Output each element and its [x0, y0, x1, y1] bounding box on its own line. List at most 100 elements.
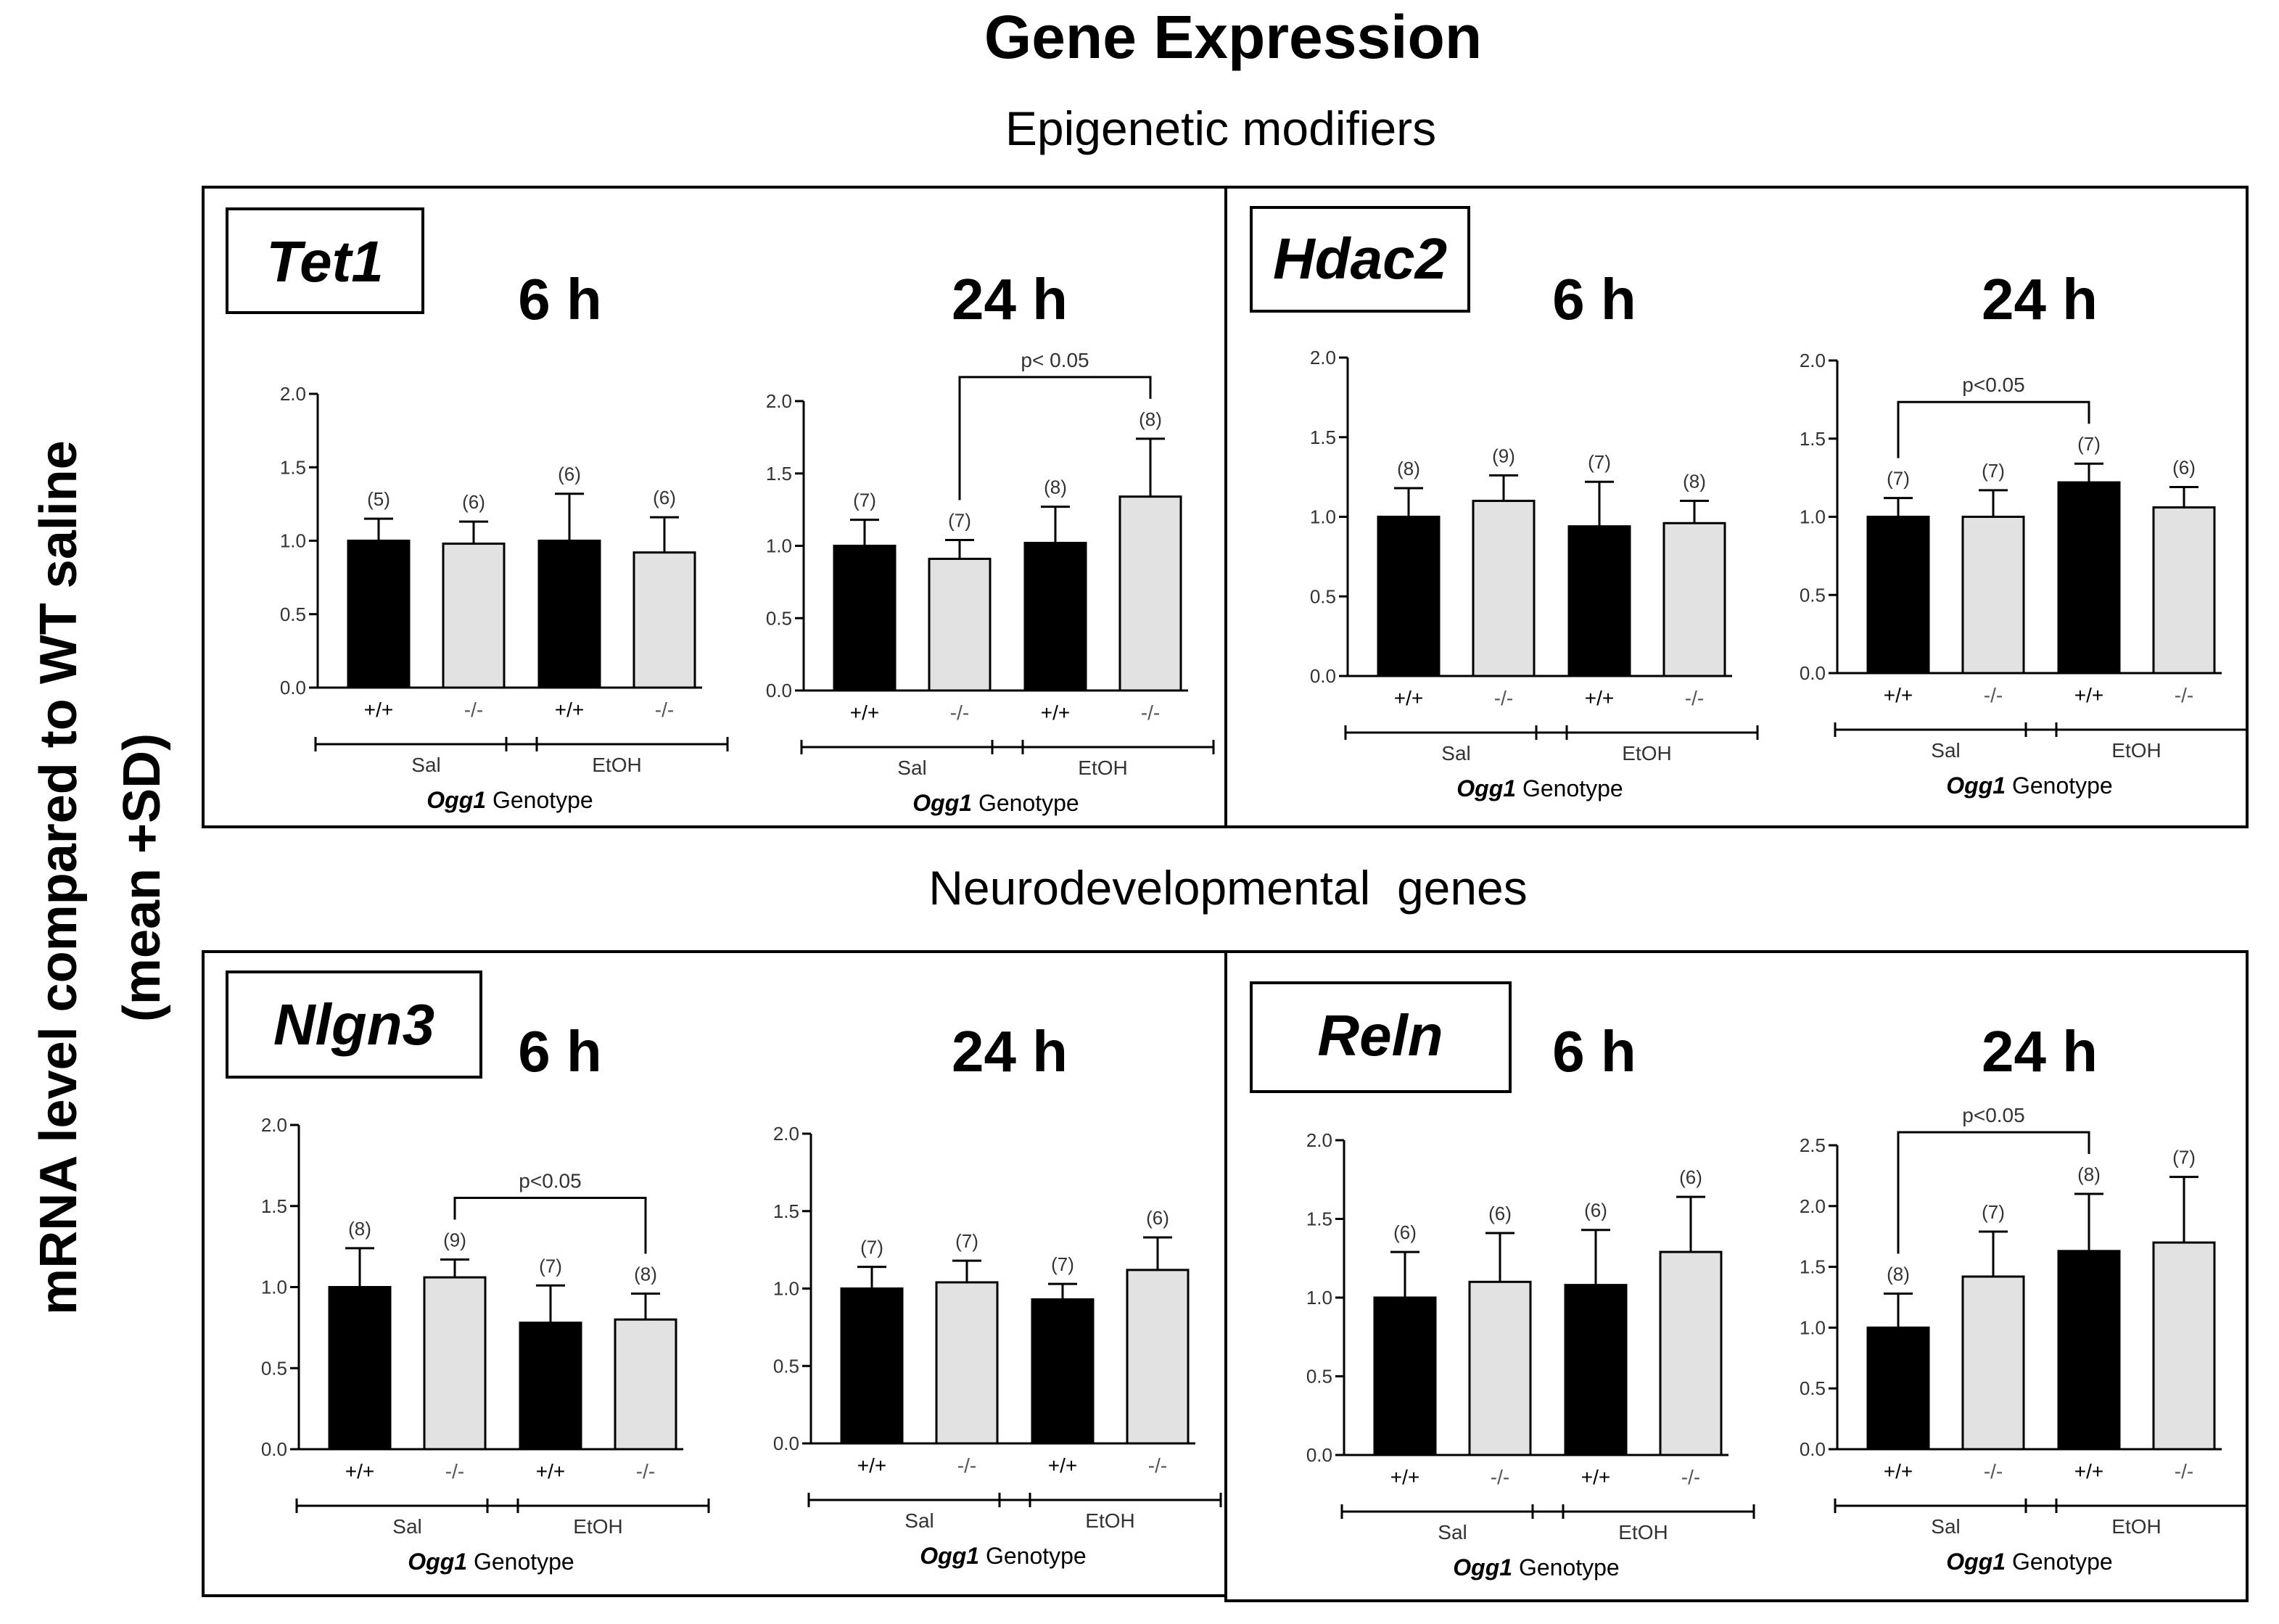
category-label: -/-: [2175, 684, 2193, 706]
gene-box-nlgn3: [226, 970, 482, 1079]
x-axis-label-gene: Ogg1: [1453, 1554, 1512, 1580]
y-tick-label: 1.0: [766, 535, 792, 557]
chart-nlgn3-24h: 24 h 0.0 0.5 1.0 1.5 2.0 (7) +/+ (7) -/- (7) +/+ (6)…: [773, 1019, 1222, 1569]
significance-bracket: [1897, 400, 2090, 458]
y-tick-label: 0.0: [1800, 662, 1826, 684]
y-tick-label: 1.5: [1800, 428, 1826, 450]
x-axis-label-gene: Ogg1: [1946, 772, 2006, 799]
n-label: (6): [558, 463, 581, 485]
bar: [1126, 1269, 1190, 1445]
y-tick-label: 0.5: [773, 1355, 799, 1377]
chart-nlgn3-6h: 6 h 0.0 0.5 1.0 1.5 2.0 (8) +/+ (9) -/- (7) +/+ (8) -…: [261, 1019, 710, 1575]
y-tick-label: 1.0: [1800, 506, 1826, 528]
y-tick-label: 1.0: [280, 530, 306, 552]
group-label: Sal: [904, 1509, 934, 1532]
x-axis-label-gene: Ogg1: [1456, 775, 1516, 801]
time-title: 6 h: [518, 1019, 602, 1084]
category-label: -/-: [1685, 687, 1704, 709]
y-tick-label: 1.5: [773, 1200, 799, 1222]
y-tick-label: 0.5: [766, 607, 792, 629]
bar: [1866, 516, 1930, 675]
category-label: +/+: [364, 698, 393, 721]
n-label: (8): [634, 1263, 657, 1285]
n-label: (9): [443, 1229, 466, 1251]
chart-hdac2-6h: 6 h 0.0 0.5 1.0 1.5 2.0 (8) +/+ (9) -/- (7) +/+ (8) -…: [1310, 267, 1759, 801]
n-label: (7): [853, 490, 876, 511]
x-axis-label: Ogg1 Genotype: [1946, 1549, 2112, 1575]
n-label: (7): [1982, 1201, 2005, 1223]
n-label: (8): [348, 1218, 371, 1240]
category-label: +/+: [857, 1454, 886, 1477]
category-label: +/+: [1585, 687, 1614, 709]
group-label: Sal: [897, 757, 926, 779]
group-label: Sal: [411, 754, 440, 776]
significance-bracket: [1897, 1131, 2090, 1254]
x-axis-label-rest: Genotype: [486, 787, 593, 813]
n-label: (9): [1492, 445, 1515, 466]
x-axis-label-rest: Genotype: [1512, 1554, 1620, 1580]
charts-layer: 6 h 0.0 0.5 1.0 1.5 2.0 (5) +/+ (6) -/- (6) +/+ (6) -…: [261, 267, 2249, 1580]
significance-label: p<0.05: [519, 1170, 581, 1192]
n-label: (6): [1393, 1221, 1417, 1243]
bar: [2152, 506, 2216, 675]
bar: [2152, 1241, 2216, 1451]
y-tick-label: 0.0: [261, 1438, 287, 1460]
bar: [935, 1281, 999, 1445]
n-label: (6): [462, 491, 485, 513]
y-tick-label: 0.5: [1306, 1366, 1332, 1388]
x-axis-label: Ogg1 Genotype: [1453, 1554, 1619, 1580]
y-tick-label: 2.0: [1800, 350, 1826, 371]
n-label: (8): [2077, 1163, 2101, 1185]
y-tick-label: 0.5: [280, 603, 306, 625]
group-label: Sal: [1931, 739, 1960, 762]
chart-tet1-6h: 6 h 0.0 0.5 1.0 1.5 2.0 (5) +/+ (6) -/- (6) +/+ (6) -…: [280, 267, 729, 813]
figure-title: Gene Expression: [984, 3, 1482, 71]
section-title-neurodevelopmental: Neurodevelopmental genes: [928, 861, 1528, 915]
time-title: 24 h: [1982, 1019, 2098, 1084]
n-label: (6): [1146, 1207, 1169, 1229]
bar: [347, 540, 411, 689]
group-label: EtOH: [1078, 757, 1127, 779]
category-label: +/+: [1394, 687, 1423, 709]
n-label: (8): [1683, 471, 1706, 492]
group-label: Sal: [392, 1515, 421, 1538]
neurodevelopmental-box-right: [1224, 950, 2249, 1602]
group-label: EtOH: [1622, 742, 1671, 764]
x-axis-label-gene: Ogg1: [912, 790, 972, 816]
category-label: +/+: [1390, 1466, 1419, 1488]
n-label: (8): [1397, 458, 1420, 479]
y-tick-label: 1.5: [261, 1195, 287, 1217]
x-axis-label: Ogg1 Genotype: [1456, 775, 1623, 801]
bar: [1031, 1298, 1095, 1445]
significance-label: p<0.05: [1962, 374, 2024, 396]
n-label: (7): [860, 1237, 883, 1258]
category-label: -/-: [1494, 687, 1513, 709]
y-tick-label: 0.0: [1800, 1438, 1826, 1460]
x-axis-label: Ogg1 Genotype: [426, 787, 593, 813]
y-tick-label: 1.5: [1310, 426, 1336, 448]
category-label: +/+: [1041, 701, 1070, 724]
x-axis-label-gene: Ogg1: [1946, 1549, 2006, 1575]
group-label: EtOH: [592, 754, 641, 776]
x-axis-label-rest: Genotype: [2006, 1549, 2113, 1575]
bar: [1468, 1280, 1532, 1456]
n-label: (6): [1679, 1166, 1702, 1188]
y-tick-label: 0.5: [261, 1357, 287, 1379]
bar: [840, 1287, 904, 1445]
bar: [1662, 522, 1726, 677]
y-tick-label: 2.0: [261, 1114, 287, 1136]
group-label: Sal: [1441, 742, 1470, 764]
y-tick-label: 2.5: [1800, 1134, 1826, 1156]
x-axis-label-gene: Ogg1: [920, 1543, 979, 1569]
bar: [928, 557, 992, 692]
time-title: 6 h: [1552, 267, 1636, 331]
y-tick-label: 2.0: [1310, 347, 1336, 368]
y-tick-label: 0.0: [1310, 665, 1336, 687]
x-axis-label-rest: Genotype: [979, 1543, 1087, 1569]
x-axis-label-rest: Genotype: [972, 790, 1079, 816]
bar: [1866, 1326, 1930, 1451]
time-title: 24 h: [952, 1019, 1068, 1084]
significance-label: p<0.05: [1962, 1104, 2024, 1126]
bar: [537, 540, 601, 689]
y-tick-label: 0.5: [1800, 584, 1826, 606]
